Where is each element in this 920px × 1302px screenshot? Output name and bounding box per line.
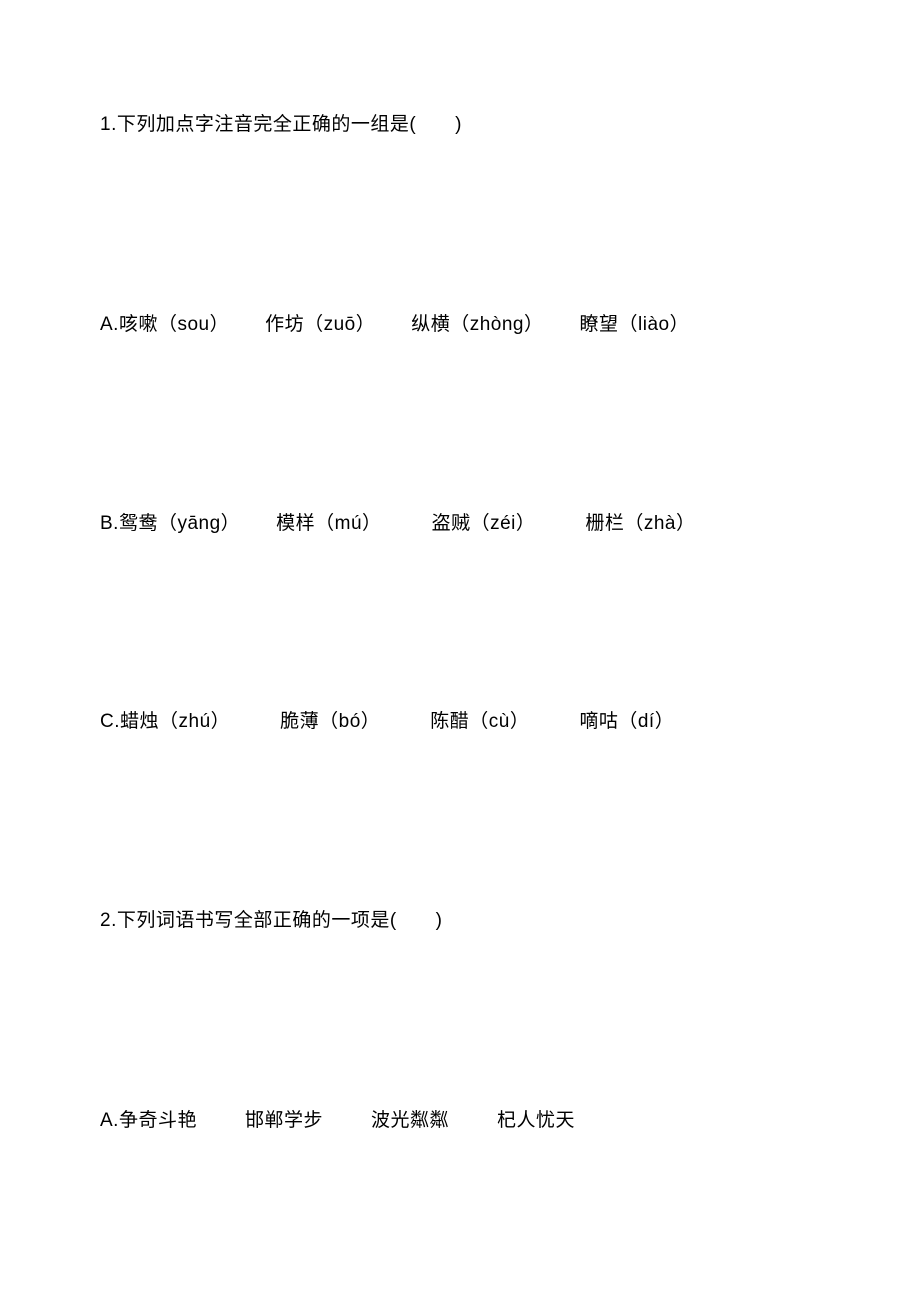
question-1-option-b: B. 鸳鸯（yāng） 模样（mú） 盗贼（zéi） 栅栏（zhà） <box>100 509 820 539</box>
option-item: 作坊（zuō） <box>265 310 375 340</box>
option-label: A. <box>100 1106 119 1136</box>
option-item: 邯郸学步 <box>245 1106 323 1136</box>
option-item: 纵横（zhòng） <box>411 310 543 340</box>
option-item: 蜡烛（zhú） <box>120 707 230 737</box>
option-item: 陈醋（cù） <box>430 707 529 737</box>
option-item: 鸳鸯（yāng） <box>119 509 240 539</box>
question-1-option-c: C. 蜡烛（zhú） 脆薄（bó） 陈醋（cù） 嘀咕（dí） <box>100 707 820 737</box>
document-page: 1.下列加点字注音完全正确的一组是( ) A. 咳嗽（sou） 作坊（zuō） … <box>0 0 920 1136</box>
option-item: 波光粼粼 <box>371 1106 449 1136</box>
option-item: 嘀咕（dí） <box>579 707 674 737</box>
question-1-stem: 1.下列加点字注音完全正确的一组是( ) <box>100 110 820 140</box>
question-2-option-a: A. 争奇斗艳 邯郸学步 波光粼粼 杞人忧天 <box>100 1106 820 1136</box>
option-label: B. <box>100 509 119 539</box>
option-label: C. <box>100 707 120 737</box>
option-item: 瞭望（liào） <box>580 310 690 340</box>
option-item: 杞人忧天 <box>497 1106 575 1136</box>
option-item: 模样（mú） <box>276 509 381 539</box>
option-item: 栅栏（zhà） <box>585 509 695 539</box>
question-2-stem: 2.下列词语书写全部正确的一项是( ) <box>100 906 820 936</box>
option-item: 脆薄（bó） <box>280 707 380 737</box>
question-1-option-a: A. 咳嗽（sou） 作坊（zuō） 纵横（zhòng） 瞭望（liào） <box>100 310 820 340</box>
option-item: 争奇斗艳 <box>119 1106 197 1136</box>
option-item: 盗贼（zéi） <box>432 509 536 539</box>
option-item: 咳嗽（sou） <box>119 310 229 340</box>
option-label: A. <box>100 310 119 340</box>
